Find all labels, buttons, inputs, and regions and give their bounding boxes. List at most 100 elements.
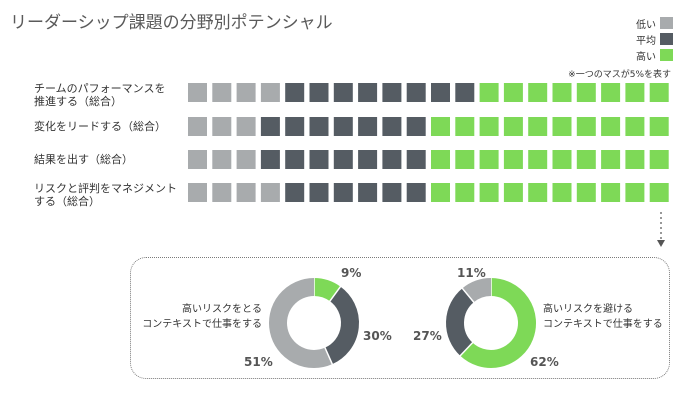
grid-square-average: [333, 83, 353, 102]
grid-square-average: [285, 83, 305, 102]
grid-square-average: [260, 117, 280, 136]
donut-caption: 高いリスクを避ける コンテキストで仕事をする: [543, 302, 663, 332]
row-label-line: チームのパフォーマンスを: [34, 82, 166, 95]
donut-slice-high: [460, 278, 536, 368]
grid-square-high: [649, 150, 669, 169]
legend-item-high: 高い: [636, 49, 673, 63]
grid-square-average: [358, 150, 378, 169]
grid-square-high: [649, 183, 669, 202]
grid-square-low: [188, 83, 207, 102]
grid-square-high: [431, 150, 450, 169]
row-label: 変化をリードする（総合）: [34, 120, 184, 133]
grid-square-average: [285, 117, 305, 136]
grid-square-high: [601, 183, 621, 202]
grid-square-high: [576, 83, 596, 102]
row-label: チームのパフォーマンスを 推進する（総合）: [34, 82, 184, 108]
grid-square-high: [503, 183, 523, 202]
square-unit-note: ※一つのマスが5%を表す: [568, 70, 671, 80]
grid-square-high: [625, 183, 645, 202]
grid-square-low: [212, 183, 232, 202]
grid-square-high: [625, 117, 645, 136]
grid-square-average: [358, 117, 378, 136]
grid-square-high: [455, 150, 475, 169]
grid-square-high: [479, 150, 499, 169]
donut-percent-label: 62%: [530, 355, 559, 369]
grid-square-average: [382, 83, 402, 102]
grid-square-high: [552, 150, 572, 169]
grid-square-low: [236, 183, 256, 202]
grid-square-average: [333, 183, 353, 202]
row-label-line: 結果を出す（総合）: [34, 153, 133, 166]
donut-slice-average: [324, 286, 359, 365]
legend-swatch-high: [660, 49, 673, 61]
grid-square-high: [479, 117, 499, 136]
grid-square-high: [552, 83, 572, 102]
grid-square-high: [431, 183, 450, 202]
donut-slice-high: [313, 278, 341, 302]
dotted-arrow-icon: [657, 212, 665, 247]
donut-slice-separator: [461, 287, 476, 304]
grid-square-high: [601, 117, 621, 136]
grid-square-average: [285, 183, 305, 202]
donut-slice-low: [269, 278, 333, 368]
legend-label-average: 平均: [636, 35, 656, 47]
grid-square-average: [431, 83, 450, 102]
donut-percent-label: 27%: [413, 329, 442, 343]
grid-square-high: [528, 183, 548, 202]
legend-item-average: 平均: [636, 33, 673, 47]
row-label: 結果を出す（総合）: [34, 153, 184, 166]
donut-panel: [130, 257, 670, 379]
grid-square-average: [309, 117, 329, 136]
grid-square-low: [188, 150, 207, 169]
grid-square-average: [406, 83, 426, 102]
grid-square-low: [212, 150, 232, 169]
grid-square-low: [212, 83, 232, 102]
row-label-line: 推進する（総合）: [34, 95, 122, 108]
donut-slice-separator: [328, 285, 342, 303]
grid-square-high: [552, 117, 572, 136]
grid-square-average: [406, 183, 426, 202]
grid-square-average: [382, 117, 402, 136]
grid-square-average: [382, 150, 402, 169]
donut-percent-label: 51%: [244, 355, 273, 369]
grid-square-high: [625, 83, 645, 102]
row-label-line: リスクと評判をマネジメント: [34, 182, 177, 195]
grid-square-high: [601, 150, 621, 169]
grid-square-average: [358, 183, 378, 202]
grid-square-low: [236, 150, 256, 169]
grid-square-average: [455, 83, 475, 102]
row-label-line: する（総合）: [34, 195, 100, 208]
legend-item-low: 低い: [636, 17, 673, 31]
legend-label-high: 高い: [636, 51, 656, 63]
grid-square-high: [431, 117, 450, 136]
grid-square-high: [625, 150, 645, 169]
donut-percent-label: 30%: [363, 329, 392, 343]
grid-square-high: [479, 83, 499, 102]
donut-percent-label: 11%: [457, 266, 486, 280]
donut-slice-low: [462, 278, 492, 303]
grid-square-low: [212, 117, 232, 136]
grid-square-high: [576, 183, 596, 202]
grid-square-high: [601, 83, 621, 102]
grid-square-average: [309, 183, 329, 202]
grid-square-low: [260, 183, 280, 202]
row-label: リスクと評判をマネジメント する（総合）: [34, 182, 184, 208]
grid-square-high: [503, 150, 523, 169]
grid-square-average: [309, 83, 329, 102]
row-label-line: 変化をリードする（総合）: [34, 120, 166, 133]
grid-square-high: [528, 83, 548, 102]
grid-square-high: [528, 117, 548, 136]
grid-square-average: [333, 117, 353, 136]
grid-square-low: [260, 83, 280, 102]
grid-square-low: [188, 183, 207, 202]
grid-square-average: [406, 117, 426, 136]
grid-square-average: [333, 150, 353, 169]
grid-square-average: [406, 150, 426, 169]
legend-swatch-low: [660, 17, 673, 29]
grid-square-high: [552, 183, 572, 202]
legend-swatch-average: [660, 33, 673, 45]
grid-square-high: [503, 117, 523, 136]
grid-square-high: [576, 150, 596, 169]
